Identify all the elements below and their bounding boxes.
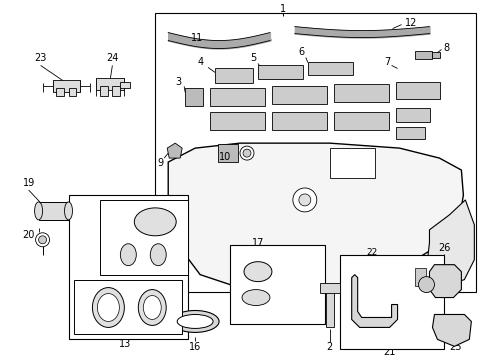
Ellipse shape <box>244 262 271 282</box>
Text: 23: 23 <box>34 54 47 63</box>
Bar <box>395 82 440 99</box>
Bar <box>339 255 444 349</box>
Bar <box>56 88 63 96</box>
Polygon shape <box>167 143 182 158</box>
Bar <box>431 53 440 58</box>
Text: 8: 8 <box>443 42 448 53</box>
Ellipse shape <box>97 293 119 321</box>
Polygon shape <box>431 315 470 346</box>
Bar <box>229 245 324 324</box>
Polygon shape <box>384 258 428 285</box>
Bar <box>329 148 374 178</box>
Bar <box>319 283 339 293</box>
Text: 25: 25 <box>448 342 461 352</box>
Bar <box>112 86 120 96</box>
Ellipse shape <box>35 202 42 220</box>
Bar <box>414 268 426 285</box>
Bar <box>271 112 326 130</box>
Text: 11: 11 <box>191 32 203 42</box>
Bar <box>210 112 264 130</box>
Bar <box>74 280 182 334</box>
Text: 15: 15 <box>100 273 113 283</box>
Text: 1: 1 <box>279 4 285 14</box>
Circle shape <box>243 149 250 157</box>
Ellipse shape <box>134 208 176 236</box>
Text: 20: 20 <box>22 230 35 240</box>
Bar <box>215 68 252 84</box>
Circle shape <box>39 236 46 244</box>
Bar <box>39 202 68 220</box>
Text: 18: 18 <box>281 295 293 304</box>
Bar <box>52 80 81 92</box>
Ellipse shape <box>242 289 269 306</box>
Polygon shape <box>168 143 463 288</box>
Text: 22: 22 <box>365 248 376 257</box>
Bar <box>395 127 425 139</box>
Bar <box>155 13 475 292</box>
Bar <box>100 86 108 96</box>
Bar <box>271 86 326 104</box>
Bar <box>395 108 429 122</box>
Text: 4: 4 <box>197 58 203 67</box>
Text: 7: 7 <box>384 58 390 67</box>
Text: 9: 9 <box>157 158 163 168</box>
Bar <box>185 88 203 106</box>
Ellipse shape <box>64 202 72 220</box>
Polygon shape <box>428 265 461 298</box>
Text: 2: 2 <box>326 342 332 352</box>
Ellipse shape <box>120 244 136 266</box>
Bar <box>325 289 333 328</box>
Text: 24: 24 <box>106 54 118 63</box>
Text: 16: 16 <box>189 342 201 352</box>
Text: 10: 10 <box>219 152 231 162</box>
Circle shape <box>292 188 316 212</box>
Bar <box>210 88 264 106</box>
Ellipse shape <box>171 310 219 332</box>
Ellipse shape <box>138 289 166 325</box>
Ellipse shape <box>177 315 213 328</box>
Bar <box>68 88 76 96</box>
Text: 3: 3 <box>175 77 181 87</box>
Text: 13: 13 <box>119 339 131 349</box>
Text: 14: 14 <box>74 273 86 283</box>
Text: 19: 19 <box>22 178 35 188</box>
Bar <box>258 66 302 80</box>
Circle shape <box>298 194 310 206</box>
Text: 12: 12 <box>405 18 417 28</box>
Circle shape <box>36 233 49 247</box>
Polygon shape <box>427 200 473 285</box>
Bar <box>218 144 238 162</box>
Text: 5: 5 <box>249 54 256 63</box>
Ellipse shape <box>150 244 166 266</box>
Text: 26: 26 <box>437 243 450 253</box>
Ellipse shape <box>143 296 161 319</box>
Polygon shape <box>351 275 397 328</box>
Circle shape <box>240 146 253 160</box>
Bar <box>307 62 352 75</box>
Circle shape <box>418 276 433 293</box>
Ellipse shape <box>92 288 124 328</box>
Text: 6: 6 <box>298 48 305 58</box>
Bar <box>100 200 188 275</box>
Bar <box>96 78 124 90</box>
Bar <box>333 112 388 130</box>
Text: 17: 17 <box>251 238 264 248</box>
Bar <box>333 84 388 102</box>
Bar <box>120 82 130 88</box>
Text: 21: 21 <box>383 347 395 357</box>
Bar <box>414 50 431 59</box>
Bar <box>68 195 188 339</box>
